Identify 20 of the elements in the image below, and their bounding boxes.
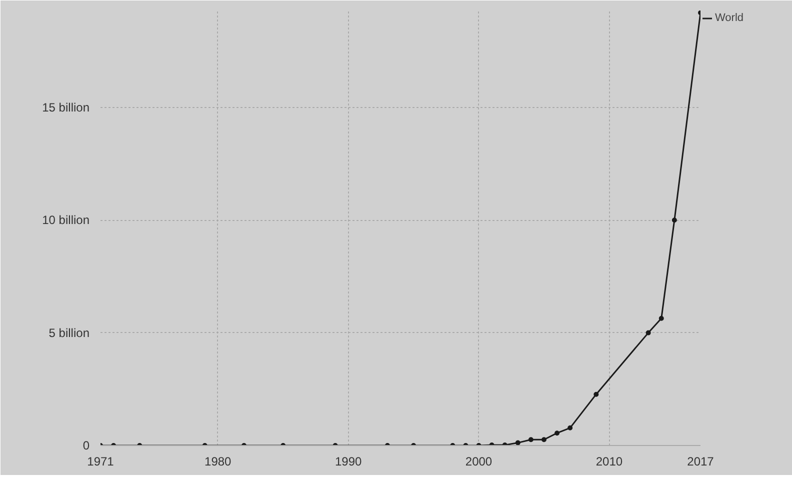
point [528,437,534,442]
x-tick-label: 1980 [204,454,232,468]
point [672,218,677,223]
y-tick-label: 15 billion [42,100,90,114]
y-tick-label: 5 billion [48,326,90,340]
point [554,430,560,436]
x-tick-label: 2000 [465,454,492,468]
legend-label: World [715,12,744,24]
x-tick-label: 1971 [87,454,114,468]
point [541,437,546,442]
point [568,425,573,430]
y-tick-label: 10 billion [42,213,90,228]
point [515,440,520,446]
x-tick-label: 2017 [687,454,714,468]
x-tick-label: 2010 [596,454,623,468]
y-tick-label: 0 [82,438,90,452]
point [594,392,599,397]
x-tick-label: 1990 [334,454,362,468]
point [646,330,651,336]
point [658,316,664,321]
